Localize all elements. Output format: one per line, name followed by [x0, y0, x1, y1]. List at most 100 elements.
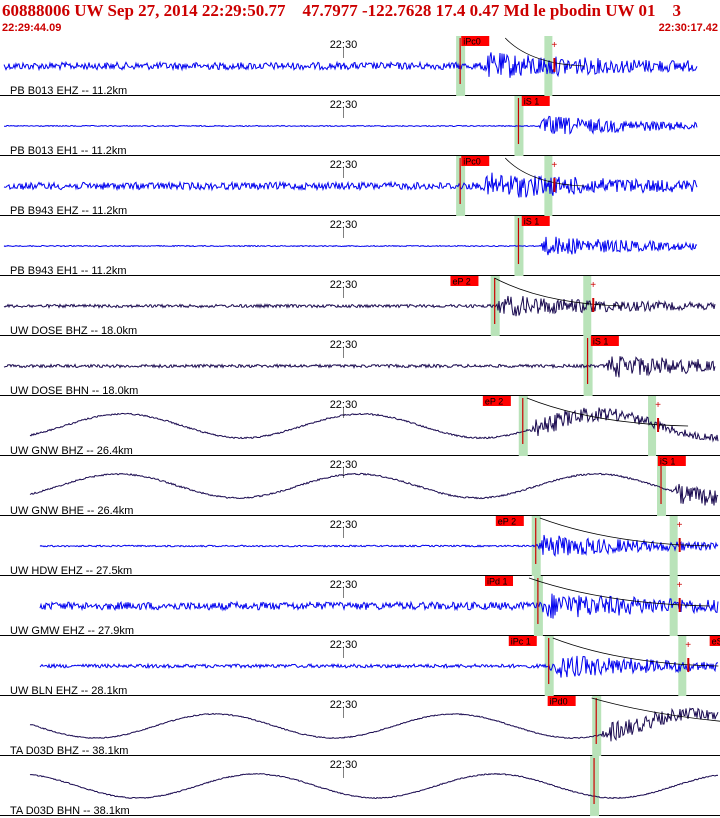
event-title: 60888006 UW Sep 27, 2014 22:29:50.77 47.…: [2, 1, 681, 20]
pick-label-box[interactable]: [450, 276, 479, 286]
pick-label-box[interactable]: [485, 576, 514, 586]
trace-row[interactable]: eP 2 +22:30 UW GNW BHZ -- 26.4km: [0, 396, 720, 457]
coda-plus-marker: +: [685, 640, 691, 651]
pick-label[interactable]: eP 2: [498, 517, 516, 527]
pick-label[interactable]: iS 1: [524, 97, 540, 107]
time-mark-label: 22:30: [330, 459, 358, 471]
station-label: UW GNW BHE -- 26.4km: [10, 505, 133, 517]
waveform: [39, 655, 719, 678]
pick-window-band: [669, 576, 678, 636]
pick-label-box[interactable]: [547, 696, 576, 706]
trace-row[interactable]: iPc0 +22:30 PB B013 EHZ -- 11.2km: [0, 36, 720, 97]
waveform: [29, 407, 719, 443]
time-mark-label: 22:30: [330, 339, 358, 351]
travel-time-curve: [591, 697, 720, 722]
waveform: [3, 115, 698, 135]
station-label: UW DOSE BHZ -- 18.0km: [10, 325, 137, 337]
coda-plus-marker: +: [677, 580, 683, 591]
pick-label[interactable]: iPc0: [463, 37, 481, 47]
station-label: UW GMW EHZ -- 27.9km: [10, 625, 134, 637]
pick-label[interactable]: iPc0: [463, 157, 481, 167]
coda-plus-marker: +: [655, 400, 661, 411]
window-end-time: 22:30:17.42: [658, 22, 718, 34]
pick-label[interactable]: eP 2: [485, 397, 503, 407]
time-mark-label: 22:30: [330, 219, 358, 231]
station-label: UW DOSE BHN -- 18.0km: [10, 385, 138, 397]
pick-window-band: [648, 396, 657, 456]
pick-label[interactable]: iS 1: [524, 217, 540, 227]
station-label: UW GNW BHZ -- 26.4km: [10, 445, 133, 457]
station-label: PB B013 EHZ -- 11.2km: [10, 85, 127, 97]
time-mark-label: 22:30: [330, 639, 358, 651]
trace-row[interactable]: iPc0 +22:30 PB B943 EHZ -- 11.2km: [0, 156, 720, 217]
coda-plus-marker: +: [590, 280, 596, 291]
pick-label-box[interactable]: [590, 336, 619, 346]
seismogram-canvas[interactable]: iPc0 +22:30 PB B013 EHZ -- 11.2km iS 1 22:30…: [0, 36, 720, 818]
station-label: TA D03D BHN -- 38.1km: [10, 805, 130, 817]
trace-row[interactable]: eP 2 +22:30 UW HDW EHZ -- 27.5km: [0, 516, 720, 577]
time-mark-label: 22:30: [330, 279, 358, 291]
trace-row[interactable]: iS 1 22:30 UW DOSE BHN -- 18.0km: [0, 336, 720, 397]
waveform: [3, 172, 698, 198]
pick-label-box[interactable]: [461, 156, 490, 166]
waveform: [29, 472, 719, 506]
waveform: [39, 534, 719, 558]
travel-time-curve: [494, 277, 624, 307]
trace-row[interactable]: iS 1 22:30 PB B943 EH1 -- 11.2km: [0, 216, 720, 277]
waveform: [3, 356, 716, 378]
station-label: TA D03D BHZ -- 38.1km: [10, 745, 128, 757]
travel-time-curve: [552, 637, 719, 667]
time-mark-label: 22:30: [330, 759, 358, 771]
coda-plus-marker: +: [551, 40, 557, 51]
waveform: [29, 772, 719, 800]
waveform: [29, 707, 719, 742]
waveform: [3, 236, 698, 256]
trace-row[interactable]: iS 1 22:30 UW GNW BHE -- 26.4km: [0, 456, 720, 517]
pick-label-box[interactable]: [482, 396, 511, 406]
travel-time-curve: [526, 397, 689, 427]
pick-label[interactable]: eP 2: [452, 277, 470, 287]
time-mark-label: 22:30: [330, 579, 358, 591]
station-label: UW BLN EHZ -- 28.1km: [10, 685, 127, 697]
pick-label-box[interactable]: [709, 636, 720, 646]
pick-label-box[interactable]: [521, 96, 550, 106]
station-label: PB B013 EH1 -- 11.2km: [10, 145, 127, 157]
time-mark-label: 22:30: [330, 399, 358, 411]
station-label: PB B943 EH1 -- 11.2km: [10, 265, 127, 277]
coda-plus-marker: +: [677, 520, 683, 531]
pick-label-box[interactable]: [521, 216, 550, 226]
pick-label-box[interactable]: [495, 516, 524, 526]
window-start-time: 22:29:44.09: [2, 22, 62, 34]
time-mark-label: 22:30: [330, 99, 358, 111]
pick-label[interactable]: iS 1: [593, 337, 609, 347]
pick-label-box[interactable]: [508, 636, 537, 646]
waveform: [39, 593, 719, 619]
pick-label[interactable]: iS 1: [660, 457, 676, 467]
trace-row[interactable]: iPd 1 +22:30 UW GMW EHZ -- 27.9km: [0, 576, 720, 637]
pick-window-band: [678, 636, 687, 696]
seismogram-panel[interactable]: iPc0 +22:30 PB B013 EHZ -- 11.2km iS 1 22:30…: [0, 36, 720, 818]
station-label: UW HDW EHZ -- 27.5km: [10, 565, 132, 577]
travel-time-curve: [504, 37, 585, 67]
pick-label-box[interactable]: [657, 456, 686, 466]
waveform: [3, 52, 698, 78]
travel-time-curve: [539, 517, 710, 547]
pick-window-band: [583, 276, 592, 336]
trace-row[interactable]: iPc 1 eS 2 +22:30 UW BLN EHZ -- 28.1km: [0, 636, 720, 697]
pick-label-box[interactable]: [461, 36, 490, 46]
pick-label[interactable]: iPd0: [550, 697, 568, 707]
coda-plus-marker: +: [551, 160, 557, 171]
travel-time-curve: [528, 577, 710, 607]
pick-label[interactable]: iPc 1: [511, 637, 531, 647]
station-label: PB B943 EHZ -- 11.2km: [10, 205, 127, 217]
time-mark-label: 22:30: [330, 699, 358, 711]
time-mark-label: 22:30: [330, 159, 358, 171]
trace-row[interactable]: iS 1 22:30 PB B013 EH1 -- 11.2km: [0, 96, 720, 157]
pick-label[interactable]: iPd 1: [487, 577, 508, 587]
pick-label[interactable]: eS 2: [712, 637, 720, 647]
time-mark-label: 22:30: [330, 519, 358, 531]
trace-row[interactable]: eP 2 +22:30 UW DOSE BHZ -- 18.0km: [0, 276, 720, 337]
waveform: [3, 295, 716, 317]
